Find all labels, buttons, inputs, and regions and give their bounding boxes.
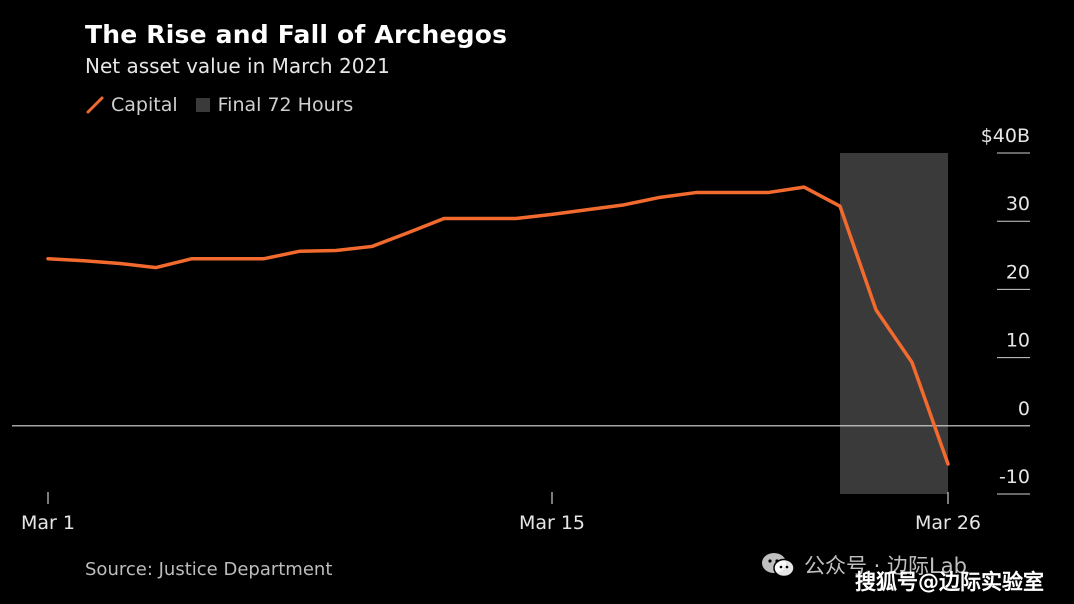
y-tick-label: 10 (1006, 330, 1030, 352)
x-tick-label: Mar 1 (21, 512, 75, 534)
capital-line (46, 185, 950, 466)
chart-subtitle: Net asset value in March 2021 (85, 54, 390, 78)
legend-label-final-72-hours: Final 72 Hours (217, 94, 354, 116)
legend-item-capital: Capital (85, 94, 178, 116)
x-tick-label: Mar 15 (519, 512, 585, 534)
legend: Capital Final 72 Hours (85, 94, 371, 116)
watermark-text-2: 搜狐号@边际实验室 (855, 570, 1044, 594)
y-tick-label: 0 (1018, 398, 1030, 420)
y-tick-label: 30 (1006, 193, 1030, 215)
y-tick-label: 20 (1006, 261, 1030, 283)
chart-title: The Rise and Fall of Archegos (85, 20, 508, 49)
y-tick-label: $40B (981, 125, 1030, 147)
source-note: Source: Justice Department (85, 559, 333, 580)
legend-box-swatch (195, 98, 210, 112)
x-tick-label: Mar 26 (915, 512, 981, 534)
legend-label-capital: Capital (111, 94, 178, 116)
wechat-icon (762, 553, 795, 578)
legend-line-swatch (86, 96, 104, 114)
highlight-band-final-72-hours (840, 153, 948, 494)
y-tick-label: -10 (999, 466, 1030, 488)
watermark-wechat: 公众号 · 边际Lab (760, 550, 967, 580)
legend-item-final-72-hours: Final 72 Hours (195, 94, 354, 116)
watermark-text-1: 公众号 · 边际Lab (804, 554, 967, 578)
